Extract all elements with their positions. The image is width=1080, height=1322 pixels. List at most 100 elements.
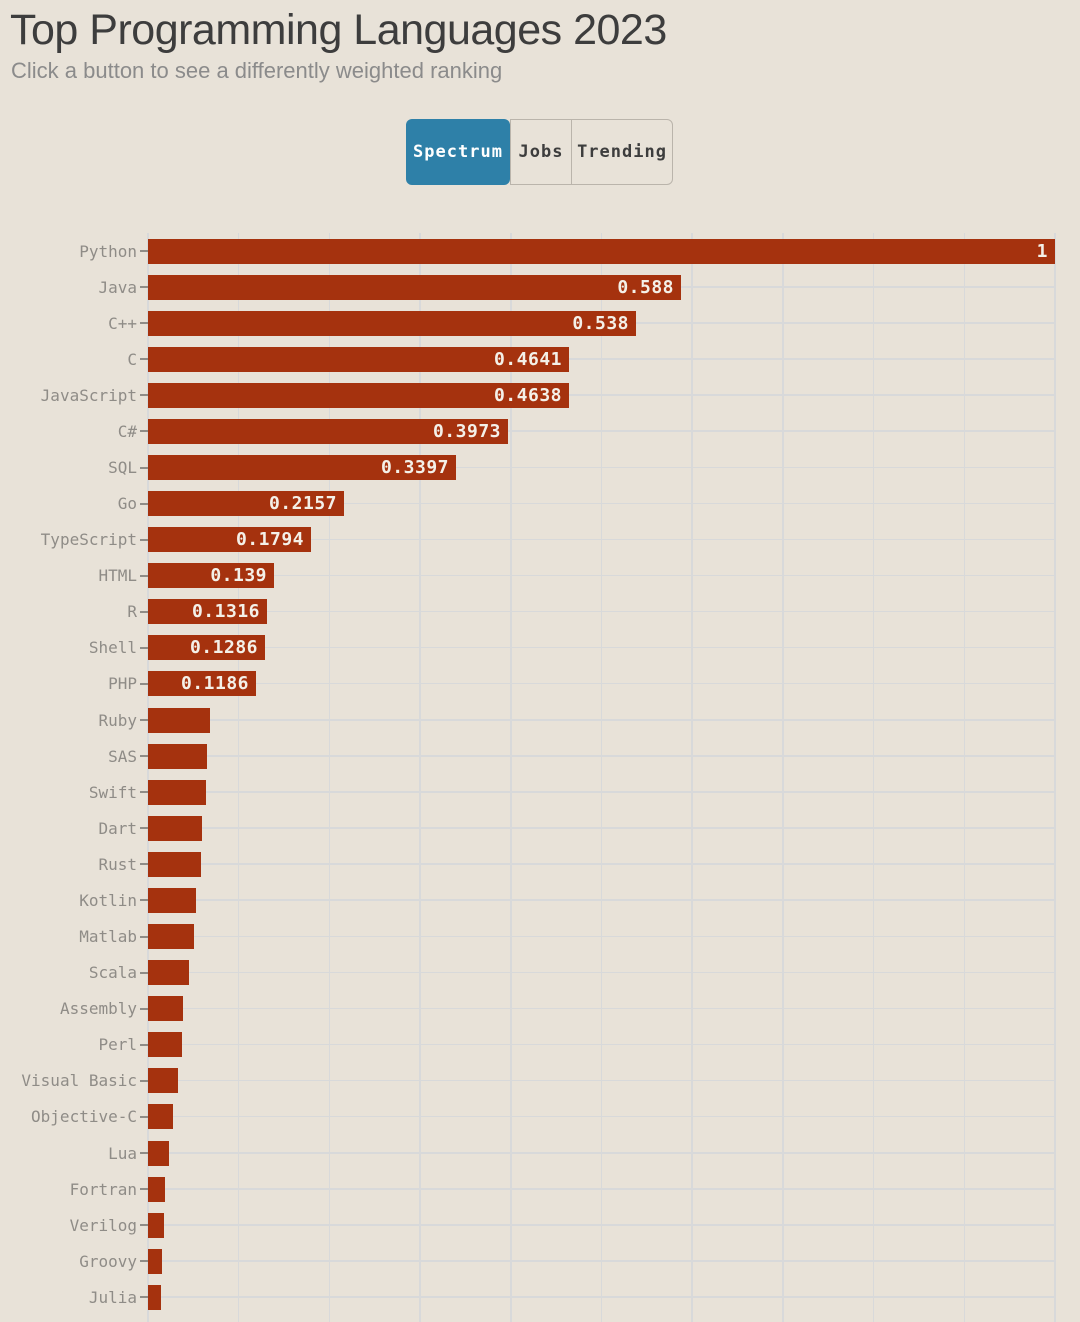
gridline-y (148, 1115, 1055, 1118)
bar-c-[interactable]: 0.3973 (148, 418, 508, 444)
axis-tick (140, 1188, 148, 1191)
chart-row: PHP 0.1186 (0, 666, 1080, 702)
chart-row: TypeScript 0.1794 (0, 522, 1080, 558)
chart-row: SAS (0, 738, 1080, 774)
chart-row: Scala (0, 955, 1080, 991)
category-label: Java (98, 277, 137, 297)
value-label: 0.588 (617, 276, 674, 298)
bar-matlab[interactable] (148, 924, 194, 950)
gridline-y (148, 394, 1055, 396)
category-label: C++ (108, 313, 137, 333)
gridline-x-0.7 (782, 233, 784, 1322)
gridline-y (148, 430, 1055, 432)
category-label: Perl (98, 1035, 137, 1055)
category-label: Rust (98, 854, 137, 874)
gridline-x-0.3 (419, 233, 421, 1322)
bar-scala[interactable] (148, 960, 189, 986)
value-label: 0.1286 (189, 637, 258, 659)
bar-groovy[interactable] (148, 1248, 162, 1274)
bar-java[interactable]: 0.588 (148, 274, 681, 300)
gridline-y (148, 502, 1055, 505)
bar-chart: Python 1 Java 0.588 C++ 0.538 C 0.4641 JavaScrip… (0, 233, 1080, 1322)
bar-fortran[interactable] (148, 1176, 165, 1202)
bar-objective-c[interactable] (148, 1104, 173, 1130)
vertical-gridlines (147, 233, 1056, 1322)
gridline-x-0.4 (510, 233, 512, 1322)
bar-julia[interactable] (148, 1284, 161, 1310)
value-label: 0.1316 (191, 601, 260, 623)
chart-row: Julia (0, 1279, 1080, 1315)
gridline-y (148, 1007, 1055, 1010)
chart-row: C 0.4641 (0, 341, 1080, 377)
bar-sql[interactable]: 0.3397 (148, 455, 456, 480)
gridline-y (148, 1224, 1055, 1226)
page-title: Top Programming Languages 2023 (10, 6, 667, 54)
gridline-y (148, 538, 1055, 541)
bar-visual-basic[interactable] (148, 1068, 178, 1094)
value-label: 1 (1036, 240, 1048, 262)
category-label: R (127, 602, 137, 622)
bar-verilog[interactable] (148, 1212, 164, 1238)
bar-lua[interactable] (148, 1140, 169, 1166)
axis-tick (140, 1079, 148, 1082)
bar-dart[interactable] (148, 815, 202, 841)
tab-jobs[interactable]: Jobs (510, 119, 572, 185)
chart-row: Swift (0, 774, 1080, 810)
axis-tick (140, 358, 148, 361)
gridline-x-0 (147, 233, 149, 1322)
bar-assembly[interactable] (148, 996, 183, 1022)
bar-c[interactable]: 0.4641 (148, 346, 569, 372)
axis-tick (140, 1260, 148, 1263)
axis-tick (140, 502, 148, 505)
bar-php[interactable]: 0.1186 (148, 671, 256, 697)
bar-javascript[interactable]: 0.4638 (148, 382, 569, 408)
bar-kotlin[interactable] (148, 887, 196, 913)
axis-tick (140, 1043, 148, 1046)
chart-row: Rust (0, 846, 1080, 882)
axis-tick (140, 1115, 148, 1118)
axis-tick (140, 646, 148, 649)
gridline-y (148, 755, 1055, 757)
axis-tick (140, 466, 148, 469)
bar-html[interactable]: 0.139 (148, 563, 274, 589)
bar-perl[interactable] (148, 1032, 182, 1058)
bar-c-[interactable]: 0.538 (148, 310, 636, 336)
bar-ruby[interactable] (148, 707, 210, 733)
chart-row: Groovy (0, 1243, 1080, 1279)
gridline-y (148, 610, 1055, 613)
axis-tick (140, 971, 148, 974)
gridline-x-0.2 (328, 233, 331, 1322)
axis-tick (140, 1152, 148, 1155)
tab-trending[interactable]: Trending (571, 119, 673, 185)
tab-spectrum[interactable]: Spectrum (406, 119, 510, 185)
chart-row: Verilog (0, 1207, 1080, 1243)
chart-row: JavaScript 0.4638 (0, 377, 1080, 413)
bar-r[interactable]: 0.1316 (148, 599, 267, 625)
category-label: Objective-C (31, 1107, 137, 1127)
gridline-x-0.5 (600, 233, 603, 1322)
axis-tick (140, 250, 148, 253)
axis-tick (140, 791, 148, 794)
bar-typescript[interactable]: 0.1794 (148, 527, 311, 553)
category-label: Ruby (98, 710, 137, 730)
chart-row: Lua (0, 1135, 1080, 1171)
bar-python[interactable]: 1 (148, 238, 1055, 264)
bar-go[interactable]: 0.2157 (148, 491, 344, 517)
axis-tick (140, 935, 148, 938)
axis-tick (140, 827, 148, 830)
gridline-y (148, 1188, 1055, 1190)
gridline-y (148, 899, 1055, 901)
chart-row: C# 0.3973 (0, 413, 1080, 449)
value-label: 0.3397 (380, 457, 449, 478)
axis-tick (140, 322, 148, 325)
bar-rust[interactable] (148, 851, 201, 877)
gridline-y (148, 1296, 1055, 1298)
bar-sas[interactable] (148, 743, 207, 769)
chart-row: Fortran (0, 1171, 1080, 1207)
category-label: Go (117, 494, 137, 514)
bar-swift[interactable] (148, 779, 206, 805)
gridline-x-0.9 (963, 233, 966, 1322)
axis-tick (140, 538, 148, 541)
category-label: SQL (108, 458, 137, 477)
bar-shell[interactable]: 0.1286 (148, 635, 265, 661)
